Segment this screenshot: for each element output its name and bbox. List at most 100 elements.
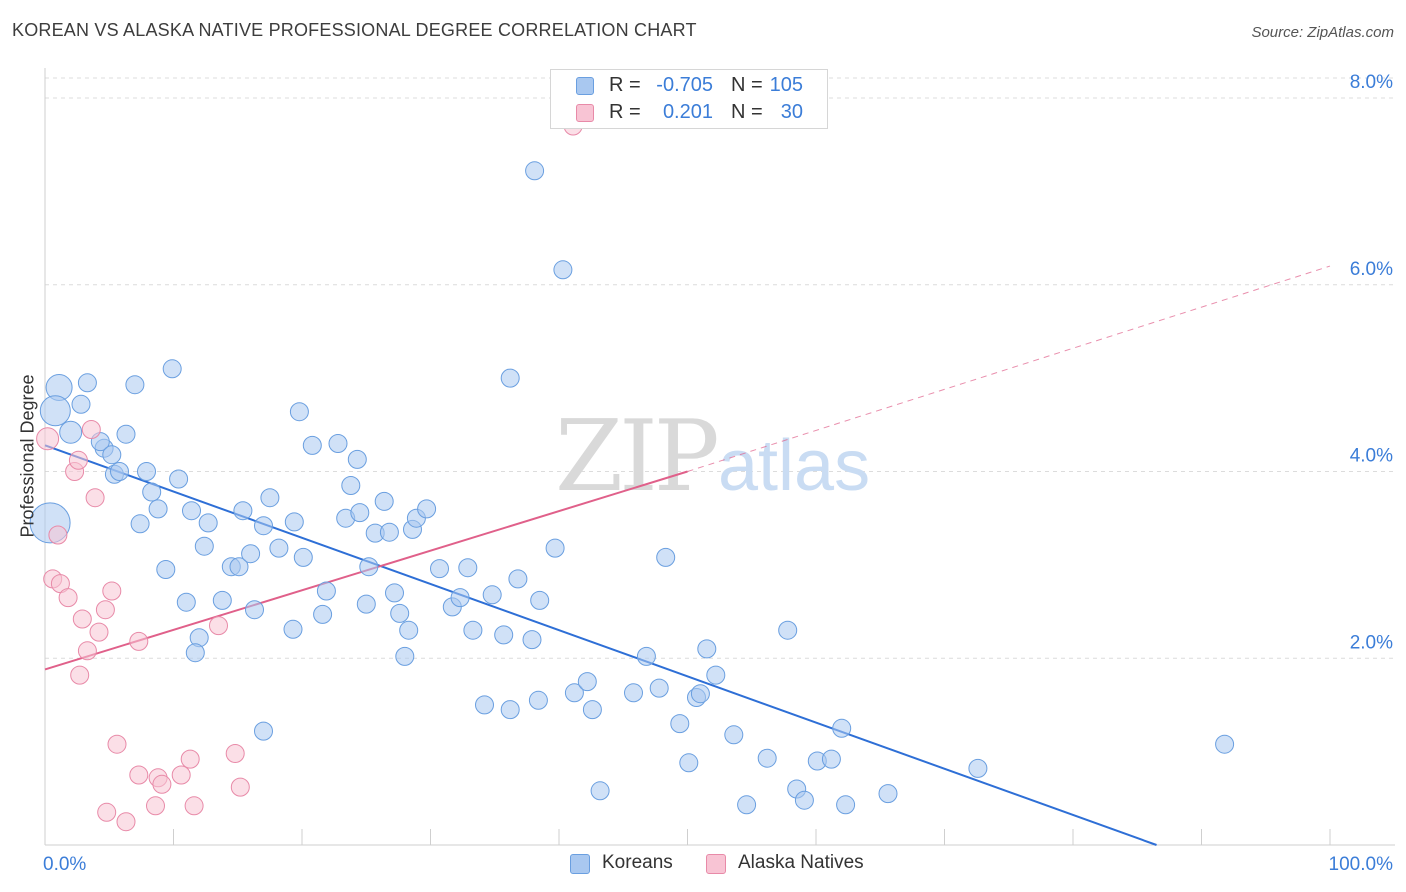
korean-point bbox=[697, 639, 717, 659]
korean-point bbox=[525, 161, 545, 181]
korean-point bbox=[564, 683, 584, 703]
korean-point bbox=[522, 630, 542, 650]
korean-point bbox=[475, 695, 494, 715]
korean-point bbox=[821, 749, 841, 769]
alaska-native-point bbox=[230, 777, 250, 797]
korean-point bbox=[229, 557, 249, 577]
korean-point bbox=[500, 700, 520, 720]
korean-point bbox=[316, 581, 336, 601]
korean-point bbox=[269, 538, 289, 558]
korean-point bbox=[356, 594, 376, 614]
alaska-native-point bbox=[58, 588, 78, 608]
korean-point bbox=[577, 672, 597, 692]
korean-point bbox=[182, 501, 201, 521]
alaska-native-point bbox=[152, 774, 172, 794]
korean-point bbox=[212, 590, 232, 610]
korean-point bbox=[528, 690, 548, 710]
points-layer bbox=[29, 116, 1235, 832]
korean-point bbox=[59, 420, 83, 444]
watermark: ZIP atlas bbox=[555, 400, 870, 514]
x-tick-label-min: 0.0% bbox=[43, 854, 86, 875]
korean-point bbox=[737, 795, 757, 815]
trend-extension-alaska-natives bbox=[687, 265, 1331, 472]
source-label: Source: ZipAtlas.com bbox=[1251, 24, 1394, 41]
korean-point bbox=[379, 522, 399, 542]
alaska-native-point bbox=[180, 749, 200, 769]
alaska-native-point bbox=[102, 581, 122, 601]
korean-point bbox=[328, 434, 348, 453]
alaska-native-point bbox=[116, 812, 136, 832]
korean-point bbox=[359, 557, 379, 577]
korean-point bbox=[77, 373, 97, 393]
korean-point bbox=[156, 560, 176, 579]
bottom-legend-label: Alaska Natives bbox=[738, 852, 864, 873]
alaska-native-point bbox=[129, 765, 149, 785]
legend-n-label: N = bbox=[731, 74, 763, 96]
korean-point bbox=[968, 758, 988, 778]
korean-point bbox=[162, 359, 182, 379]
korean-point bbox=[71, 394, 91, 414]
legend-r-value: -0.705 bbox=[656, 74, 713, 96]
legend-r-label: R = bbox=[609, 101, 641, 123]
korean-point bbox=[283, 619, 303, 639]
korean-point bbox=[293, 547, 313, 567]
korean-point bbox=[245, 600, 264, 620]
korean-point bbox=[313, 604, 333, 624]
watermark-atlas: atlas bbox=[718, 426, 870, 506]
legend-row-alaska-natives: R = 0.201 N = 30 bbox=[551, 101, 829, 127]
korean-point bbox=[374, 491, 394, 511]
korean-point bbox=[116, 424, 136, 444]
alaska-native-point bbox=[85, 488, 105, 508]
axis-layer: 2.0% 4.0% 6.0% 8.0% 0.0% 100.0% bbox=[43, 68, 1395, 875]
korean-point bbox=[102, 445, 122, 465]
korean-point bbox=[450, 588, 470, 608]
korean-point bbox=[430, 559, 449, 579]
alaska-native-point bbox=[36, 427, 60, 451]
korean-point bbox=[110, 462, 129, 481]
alaska-native-point bbox=[95, 600, 115, 620]
series-koreans bbox=[29, 161, 1235, 815]
korean-point bbox=[169, 469, 189, 489]
korean-point bbox=[130, 514, 150, 534]
korean-point bbox=[649, 678, 669, 698]
korean-point bbox=[302, 435, 322, 455]
korean-point bbox=[836, 795, 856, 815]
legend-r-label: R = bbox=[609, 74, 641, 96]
alaska-native-point bbox=[77, 641, 97, 661]
korean-point bbox=[878, 784, 898, 804]
korean-point bbox=[670, 714, 690, 734]
korean-point bbox=[494, 625, 514, 645]
alaska-native-point bbox=[171, 765, 191, 785]
alaska-native-point bbox=[97, 802, 117, 822]
korean-point bbox=[482, 585, 502, 605]
legend-n-value: 105 bbox=[769, 74, 803, 96]
korean-point bbox=[706, 665, 726, 685]
korean-point bbox=[757, 748, 777, 768]
legend-row-koreans: R = -0.705 N = 105 bbox=[551, 74, 829, 100]
korean-point bbox=[341, 476, 361, 495]
korean-point bbox=[284, 512, 304, 532]
korean-point bbox=[778, 620, 798, 640]
alaska-native-point bbox=[89, 622, 109, 642]
korean-point bbox=[176, 592, 196, 612]
korean-point bbox=[254, 516, 273, 536]
korean-point bbox=[399, 620, 419, 640]
korean-point bbox=[832, 718, 852, 738]
grid-layer bbox=[45, 77, 1395, 659]
korean-point bbox=[185, 643, 205, 663]
bottom-legend-label: Koreans bbox=[602, 852, 673, 873]
bottom-legend-swatch-koreans bbox=[570, 854, 590, 874]
alaska-native-point bbox=[70, 665, 90, 685]
korean-point bbox=[508, 569, 528, 589]
korean-point bbox=[385, 583, 404, 603]
korean-point bbox=[1215, 734, 1235, 754]
korean-point bbox=[39, 395, 71, 427]
legend-swatch-koreans bbox=[576, 77, 594, 95]
legend-n-label: N = bbox=[731, 101, 763, 123]
alaska-native-point bbox=[129, 631, 149, 651]
x-tick-label-max: 100.0% bbox=[1329, 854, 1394, 875]
korean-point bbox=[463, 620, 483, 640]
korean-point bbox=[624, 683, 643, 703]
alaska-native-point bbox=[68, 450, 88, 470]
alaska-native-point bbox=[184, 796, 204, 816]
